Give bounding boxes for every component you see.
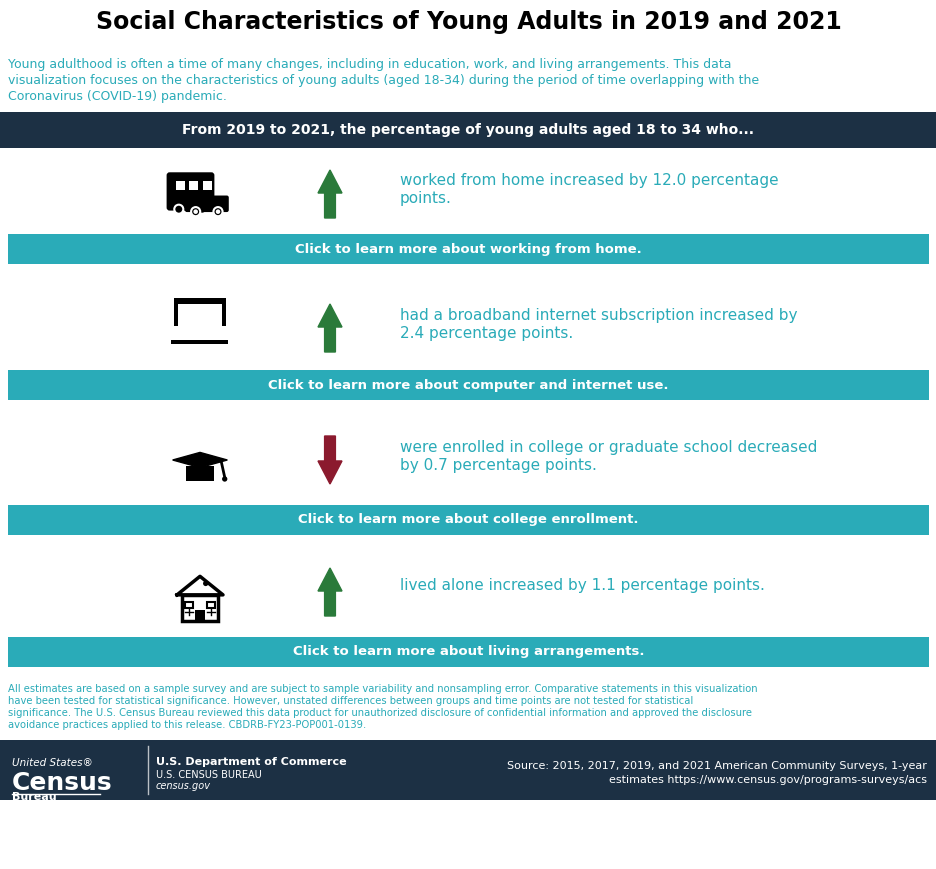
- Polygon shape: [317, 568, 342, 616]
- Text: significance. The U.S. Census Bureau reviewed this data product for unauthorized: significance. The U.S. Census Bureau rev…: [8, 708, 752, 718]
- Text: avoidance practices applied to this release. CBDRB-FY23-POP001-0139.: avoidance practices applied to this rele…: [8, 720, 366, 730]
- Bar: [189, 181, 198, 189]
- Bar: [0, 112, 936, 148]
- Text: points.: points.: [400, 191, 451, 206]
- Polygon shape: [177, 576, 223, 595]
- Polygon shape: [197, 199, 218, 209]
- Text: Click to learn more about college enrollment.: Click to learn more about college enroll…: [298, 514, 638, 527]
- Text: From 2019 to 2021, the percentage of young adults aged 18 to 34 who...: From 2019 to 2021, the percentage of you…: [183, 123, 753, 137]
- Text: had a broadband internet subscription increased by: had a broadband internet subscription in…: [400, 308, 797, 323]
- Bar: [207, 602, 214, 608]
- Polygon shape: [172, 453, 227, 468]
- Bar: [0, 740, 936, 800]
- Text: Social Characteristics of Young Adults in 2019 and 2021: Social Characteristics of Young Adults i…: [95, 10, 841, 34]
- Text: Young adulthood is often a time of many changes, including in education, work, a: Young adulthood is often a time of many …: [8, 58, 731, 71]
- Bar: [178, 304, 222, 328]
- Circle shape: [197, 205, 207, 214]
- Text: Coronavirus (COVID-19) pandemic.: Coronavirus (COVID-19) pandemic.: [8, 90, 227, 103]
- Bar: [8, 637, 928, 667]
- Bar: [8, 370, 928, 400]
- Text: Click to learn more about working from home.: Click to learn more about working from h…: [295, 242, 641, 255]
- Bar: [202, 181, 212, 189]
- Text: Click to learn more about computer and internet use.: Click to learn more about computer and i…: [268, 379, 668, 392]
- Bar: [185, 466, 214, 481]
- Text: U.S. Department of Commerce: U.S. Department of Commerce: [155, 757, 346, 766]
- Circle shape: [174, 205, 183, 214]
- Text: All estimates are based on a sample survey and are subject to sample variability: All estimates are based on a sample surv…: [8, 684, 757, 694]
- Text: Bureau: Bureau: [12, 792, 56, 802]
- Circle shape: [222, 476, 227, 481]
- Circle shape: [213, 207, 223, 216]
- Bar: [185, 602, 193, 608]
- Bar: [183, 595, 217, 621]
- Polygon shape: [317, 304, 342, 352]
- Text: estimates https://www.census.gov/programs-surveys/acs: estimates https://www.census.gov/program…: [608, 775, 926, 785]
- Text: Click to learn more about living arrangements.: Click to learn more about living arrange…: [292, 646, 644, 659]
- Circle shape: [215, 209, 220, 214]
- Text: worked from home increased by 12.0 percentage: worked from home increased by 12.0 perce…: [400, 173, 778, 188]
- Polygon shape: [317, 170, 342, 218]
- Bar: [174, 297, 226, 326]
- FancyBboxPatch shape: [184, 196, 228, 212]
- Bar: [8, 234, 928, 264]
- Polygon shape: [317, 436, 342, 484]
- Text: 2.4 percentage points.: 2.4 percentage points.: [400, 326, 573, 341]
- Circle shape: [193, 209, 197, 214]
- Bar: [8, 505, 928, 535]
- Circle shape: [203, 580, 208, 586]
- Polygon shape: [177, 576, 223, 595]
- Text: lived alone increased by 1.1 percentage points.: lived alone increased by 1.1 percentage …: [400, 578, 764, 593]
- Text: United States®: United States®: [12, 758, 93, 768]
- Bar: [176, 181, 185, 189]
- Bar: [171, 340, 228, 344]
- Text: visualization focuses on the characteristics of young adults (aged 18-34) during: visualization focuses on the characteris…: [8, 74, 758, 87]
- Circle shape: [191, 207, 200, 216]
- Text: U.S. CENSUS BUREAU: U.S. CENSUS BUREAU: [155, 770, 261, 779]
- Text: Census: Census: [12, 771, 112, 795]
- Text: Source: 2015, 2017, 2019, and 2021 American Community Surveys, 1-year: Source: 2015, 2017, 2019, and 2021 Ameri…: [506, 761, 926, 771]
- Text: have been tested for statistical significance. However, unstated differences bet: have been tested for statistical signifi…: [8, 696, 693, 706]
- Bar: [195, 610, 205, 621]
- Text: were enrolled in college or graduate school decreased: were enrolled in college or graduate sch…: [400, 440, 816, 455]
- FancyBboxPatch shape: [167, 172, 214, 210]
- Text: by 0.7 percentage points.: by 0.7 percentage points.: [400, 458, 596, 473]
- Text: census.gov: census.gov: [155, 781, 211, 791]
